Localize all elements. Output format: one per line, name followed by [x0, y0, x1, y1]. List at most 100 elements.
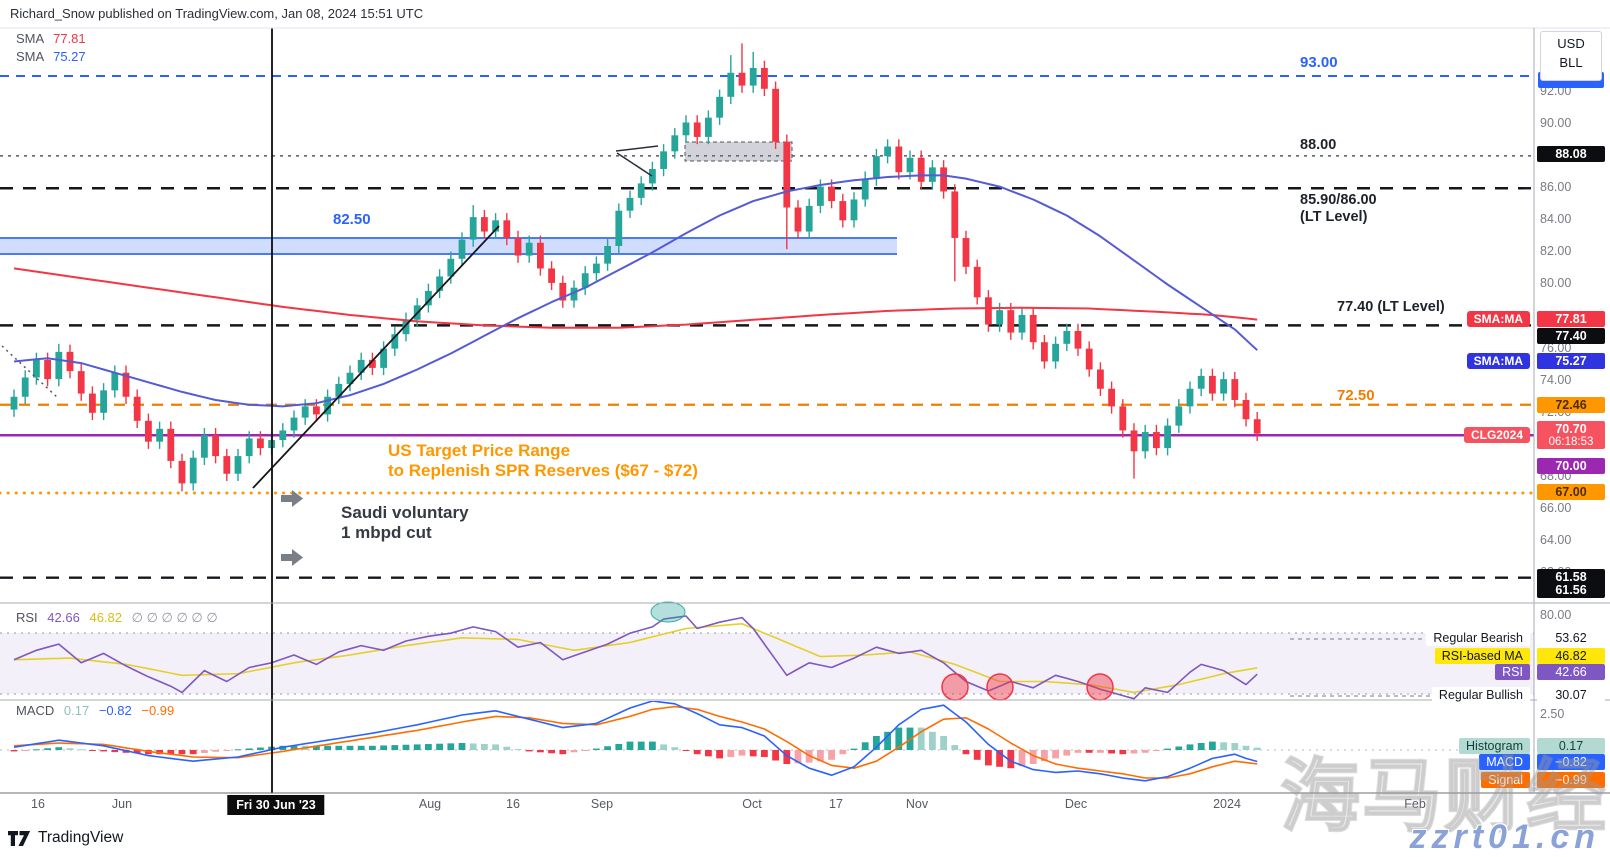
axis-badge-70.70: 70.70 06:18:53	[1537, 421, 1605, 449]
price-tick-80.00: 80.00	[1540, 276, 1572, 291]
watermark-cjk: 海马财经	[1279, 751, 1608, 842]
axis-badge-61.58: 61.58	[1537, 569, 1605, 585]
currency-toggle[interactable]: USD	[1557, 36, 1585, 51]
publish-info: Richard_Snow published on TradingView.co…	[10, 6, 424, 21]
rsi-label: RSI	[16, 610, 38, 625]
axis-badge-72.46: 72.46	[1537, 397, 1605, 413]
indicator-row-label-signal: Signal	[1481, 772, 1530, 788]
sma1-value: 77.81	[53, 31, 86, 46]
time-tick-Feb: Feb	[1404, 797, 1426, 811]
indicator-row-label-regular-bearish: Regular Bearish	[1426, 630, 1530, 646]
level-label-88: 88.00	[1300, 137, 1337, 153]
macd-label: MACD	[16, 703, 55, 718]
level-label-86-sub: (LT Level)	[1300, 209, 1368, 225]
indicator-row-value-30.07: 30.07	[1537, 687, 1605, 703]
time-tick-Nov: Nov	[905, 797, 929, 811]
rsi-empty-slots: ∅ ∅ ∅ ∅ ∅ ∅	[131, 610, 218, 625]
price-tick-86.00: 86.00	[1540, 180, 1572, 195]
time-tick-Sep: Sep	[590, 797, 614, 811]
time-tick-Aug: Aug	[418, 797, 442, 811]
indicator-row-value-53.62: 53.62	[1537, 630, 1605, 646]
time-tick-2024: 2024	[1213, 797, 1241, 811]
indicator-row-value-0.17: 0.17	[1537, 738, 1605, 754]
macd-legend[interactable]: MACD 0.17 −0.82 −0.99	[16, 703, 174, 718]
rsi-value: 42.66	[47, 610, 80, 625]
rsi-band	[0, 633, 1534, 694]
sma-legend-row-2[interactable]: SMA 75.27	[16, 49, 86, 64]
tradingview-logo[interactable]: TradingView	[8, 829, 123, 847]
rsi-divergence-circle	[986, 673, 1014, 701]
time-tick-Jun: Jun	[111, 797, 133, 811]
axis-badge-77.81: 77.81	[1537, 311, 1605, 327]
level-label-93: 93.00	[1300, 54, 1338, 71]
price-tick-84.00: 84.00	[1540, 212, 1572, 227]
axis-unit-box[interactable]: USD BLL	[1540, 31, 1602, 81]
spr-annotation-line1: US Target Price Range	[388, 441, 571, 460]
dotted-guide	[1, 345, 59, 399]
rsi-tick-80: 80.00	[1540, 608, 1572, 622]
indicator-row-label-histogram: Histogram	[1459, 738, 1530, 754]
axis-badge-88.08: 88.08	[1537, 146, 1605, 162]
right-arrow-icon	[281, 549, 303, 566]
watermark-site: zzrt01.cn	[1409, 818, 1600, 856]
time-tick-16: 16	[31, 797, 45, 811]
trendline	[252, 225, 500, 489]
price-tick-64.00: 64.00	[1540, 533, 1572, 548]
time-tick-16: 16	[506, 797, 520, 811]
level-label-7740: 77.40 (LT Level)	[1337, 299, 1445, 315]
sma2-value: 75.27	[53, 49, 86, 64]
rsi-divergence-circle	[941, 673, 969, 701]
spr-annotation-line2: to Replenish SPR Reserves ($67 - $72)	[388, 461, 698, 480]
unit-toggle[interactable]: BLL	[1559, 55, 1583, 70]
axis-badge-75.27: 75.27	[1537, 353, 1605, 369]
indicator-row-label-macd: MACD	[1479, 754, 1530, 770]
axis-badge-77.40: 77.40	[1537, 328, 1605, 344]
sma2-label: SMA	[16, 49, 44, 64]
event-date-badge: Fri 30 Jun '23	[227, 795, 325, 815]
right-arrow-icon	[281, 490, 303, 507]
indicator-row-label-regular-bullish: Regular Bullish	[1431, 687, 1530, 703]
indicator-row-label-rsi-based-ma: RSI-based MA	[1434, 648, 1530, 664]
consolidation-box	[684, 141, 793, 162]
price-tick-66.00: 66.00	[1540, 501, 1572, 516]
indicator-row-label-rsi: RSI	[1495, 664, 1530, 680]
macd-line-value: −0.82	[98, 703, 132, 718]
candles	[10, 43, 1261, 492]
macd-plot	[10, 701, 1261, 782]
rsi-top-circle	[650, 601, 686, 623]
macd-tick-250: 2.50	[1540, 707, 1565, 721]
time-tick-Oct: Oct	[742, 797, 762, 811]
rsi-legend[interactable]: RSI 42.66 46.82 ∅ ∅ ∅ ∅ ∅ ∅	[16, 610, 218, 626]
macd-hist-value: 0.17	[63, 703, 90, 718]
wedge-line	[615, 145, 659, 152]
axis-badge-61.56: 61.56	[1537, 582, 1605, 598]
price-tick-76.00: 76.00	[1540, 340, 1572, 355]
time-tick-Dec: Dec	[1064, 797, 1088, 811]
blue-zone-8250	[0, 237, 897, 255]
price-tick-90.00: 90.00	[1540, 116, 1572, 131]
level-label-86: 85.90/86.00	[1300, 192, 1377, 208]
axis-tag-SMA:MA: SMA:MA	[1466, 311, 1530, 327]
axis-tag-CLG2024: CLG2024	[1463, 427, 1530, 443]
price-tick-74.00: 74.00	[1540, 372, 1572, 387]
saudi-annotation-line1: Saudi voluntary	[341, 503, 469, 522]
tradingview-logo-text: TradingView	[38, 829, 124, 846]
indicator-row-value-42.66: 42.66	[1537, 664, 1605, 680]
saudi-annotation-line2: 1 mbpd cut	[341, 523, 432, 542]
indicator-row-value-46.82: 46.82	[1537, 648, 1605, 664]
wedge-line	[616, 152, 653, 177]
countdown: 06:18:53	[1548, 436, 1594, 448]
rsi-divergence-circle	[1086, 673, 1114, 701]
axis-badge-70.00: 70.00	[1537, 458, 1605, 474]
time-tick-17: 17	[829, 797, 843, 811]
level-label-8250: 82.50	[333, 211, 371, 228]
tradingview-logo-icon	[8, 830, 31, 846]
indicator-row-value-−0.82: −0.82	[1537, 754, 1605, 770]
price-tick-82.00: 82.00	[1540, 244, 1572, 259]
sma-legend-row-1[interactable]: SMA 77.81	[16, 31, 86, 46]
axis-badge-67.00: 67.00	[1537, 484, 1605, 500]
macd-signal-value: −0.99	[141, 703, 175, 718]
axis-tag-SMA:MA: SMA:MA	[1466, 353, 1530, 369]
